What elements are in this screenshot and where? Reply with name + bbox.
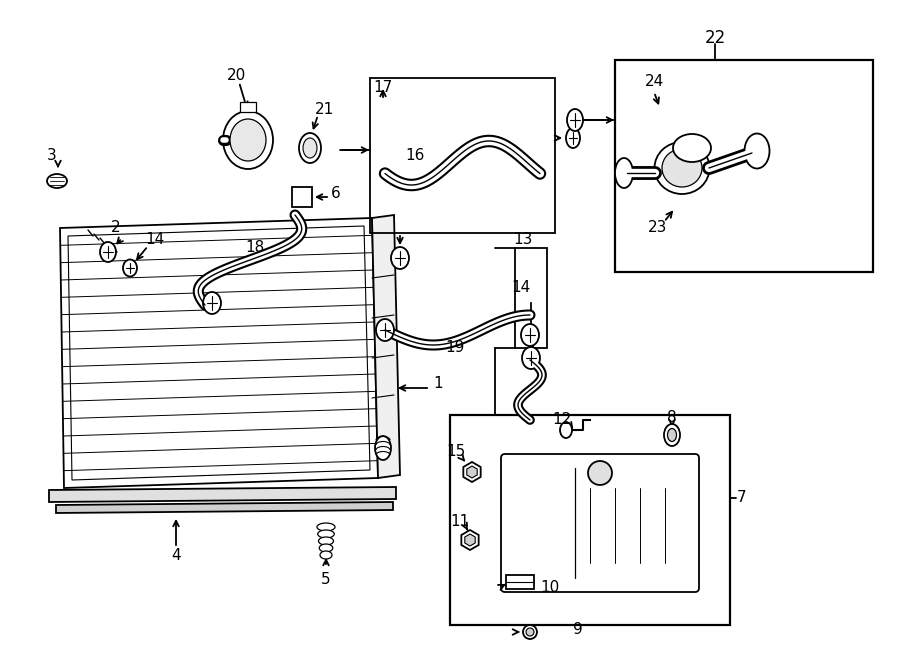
Polygon shape <box>464 534 475 546</box>
Bar <box>240 102 256 112</box>
Ellipse shape <box>319 537 334 545</box>
Polygon shape <box>49 487 396 502</box>
Text: 1: 1 <box>433 377 443 391</box>
Text: 17: 17 <box>374 81 392 95</box>
Polygon shape <box>464 462 481 482</box>
Text: 14: 14 <box>511 280 531 295</box>
Text: 14: 14 <box>146 233 165 247</box>
Ellipse shape <box>230 119 266 161</box>
Text: 21: 21 <box>315 102 335 118</box>
Ellipse shape <box>376 319 394 341</box>
Circle shape <box>523 625 537 639</box>
Text: 15: 15 <box>446 444 465 459</box>
Text: 16: 16 <box>405 149 425 163</box>
Polygon shape <box>60 218 378 488</box>
Ellipse shape <box>318 530 334 538</box>
Ellipse shape <box>662 149 702 187</box>
Circle shape <box>588 461 612 485</box>
Text: 10: 10 <box>540 580 560 596</box>
Ellipse shape <box>303 138 317 158</box>
FancyBboxPatch shape <box>501 454 699 592</box>
Text: 19: 19 <box>446 340 464 356</box>
Ellipse shape <box>560 422 572 438</box>
Ellipse shape <box>100 242 116 262</box>
Text: 6: 6 <box>331 186 341 200</box>
Ellipse shape <box>123 260 137 276</box>
Ellipse shape <box>744 134 770 169</box>
Text: 3: 3 <box>47 149 57 163</box>
Text: 24: 24 <box>644 75 663 89</box>
Text: 23: 23 <box>648 221 668 235</box>
Ellipse shape <box>320 544 333 552</box>
Ellipse shape <box>566 128 580 148</box>
Ellipse shape <box>47 174 67 188</box>
Text: 9: 9 <box>573 623 583 637</box>
Polygon shape <box>467 466 477 478</box>
Polygon shape <box>462 530 479 550</box>
Bar <box>515 248 547 348</box>
Bar <box>450 415 730 625</box>
Ellipse shape <box>320 551 332 559</box>
Bar <box>506 575 534 589</box>
Ellipse shape <box>375 436 391 460</box>
Ellipse shape <box>668 428 677 442</box>
Ellipse shape <box>522 347 540 369</box>
Bar <box>615 60 873 272</box>
Ellipse shape <box>654 142 709 194</box>
Ellipse shape <box>317 523 335 531</box>
Text: 13: 13 <box>513 233 533 247</box>
Bar <box>370 78 555 233</box>
Text: 22: 22 <box>705 29 725 47</box>
Bar <box>292 187 312 207</box>
Ellipse shape <box>203 292 221 314</box>
Text: 8: 8 <box>667 410 677 426</box>
Text: 18: 18 <box>246 241 265 256</box>
Polygon shape <box>372 215 400 478</box>
Text: 12: 12 <box>553 412 572 428</box>
Circle shape <box>526 628 534 636</box>
Text: 20: 20 <box>227 69 246 83</box>
Ellipse shape <box>521 324 539 346</box>
Ellipse shape <box>673 134 711 162</box>
Text: 11: 11 <box>450 514 470 529</box>
Text: 2: 2 <box>112 221 121 235</box>
Polygon shape <box>56 502 393 513</box>
Ellipse shape <box>223 111 273 169</box>
Text: 4: 4 <box>171 549 181 563</box>
Text: 5: 5 <box>321 572 331 586</box>
Ellipse shape <box>567 109 583 131</box>
Ellipse shape <box>299 133 321 163</box>
Ellipse shape <box>664 424 680 446</box>
Text: 7: 7 <box>737 490 747 506</box>
Ellipse shape <box>391 247 409 269</box>
Ellipse shape <box>615 158 633 188</box>
